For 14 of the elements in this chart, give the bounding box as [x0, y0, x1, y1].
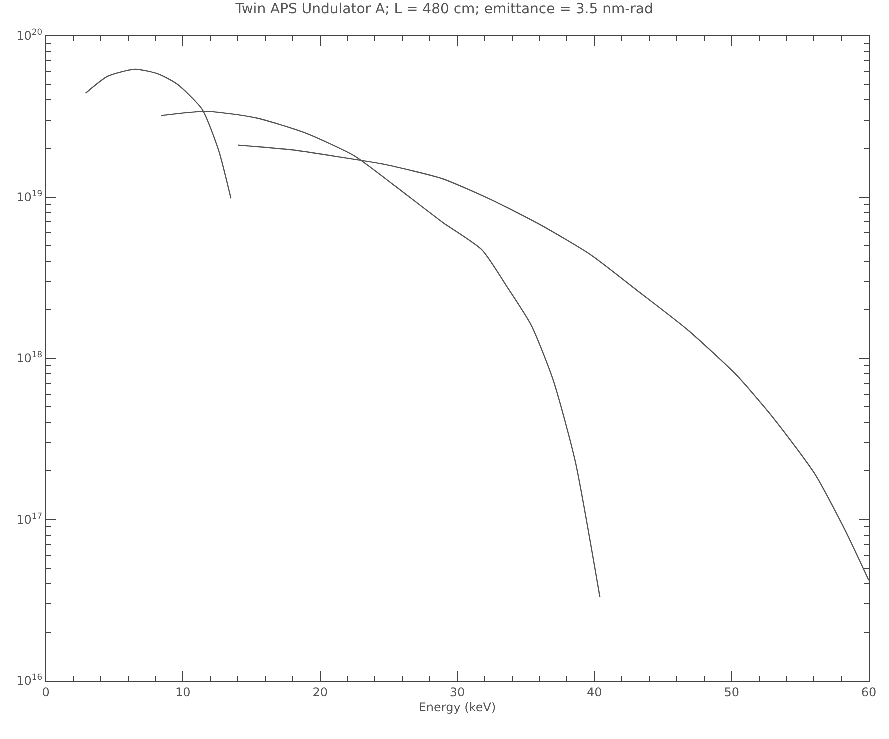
x-axis-title: Energy (keV) — [418, 700, 496, 714]
y-tick-label: 10$^{16}$ — [16, 672, 43, 688]
x-tick-label: 0 — [42, 685, 50, 700]
x-tick-label: 40 — [587, 685, 602, 700]
y-tick-label: 10$^{18}$ — [16, 350, 43, 366]
x-tick-label: 50 — [724, 685, 740, 700]
x-tick-label: 30 — [450, 685, 466, 700]
x-tick-label: 10 — [176, 685, 191, 700]
x-tick-label: 60 — [861, 685, 877, 700]
chart-title: Twin APS Undulator A; L = 480 cm; emittance = 3.5 nm-rad — [234, 1, 654, 18]
y-tick-label: 10$^{19}$ — [16, 188, 43, 204]
x-tick-label: 20 — [312, 685, 328, 700]
y-tick-label: 10$^{17}$ — [16, 510, 43, 527]
y-tick-label: 10$^{20}$ — [16, 27, 43, 44]
